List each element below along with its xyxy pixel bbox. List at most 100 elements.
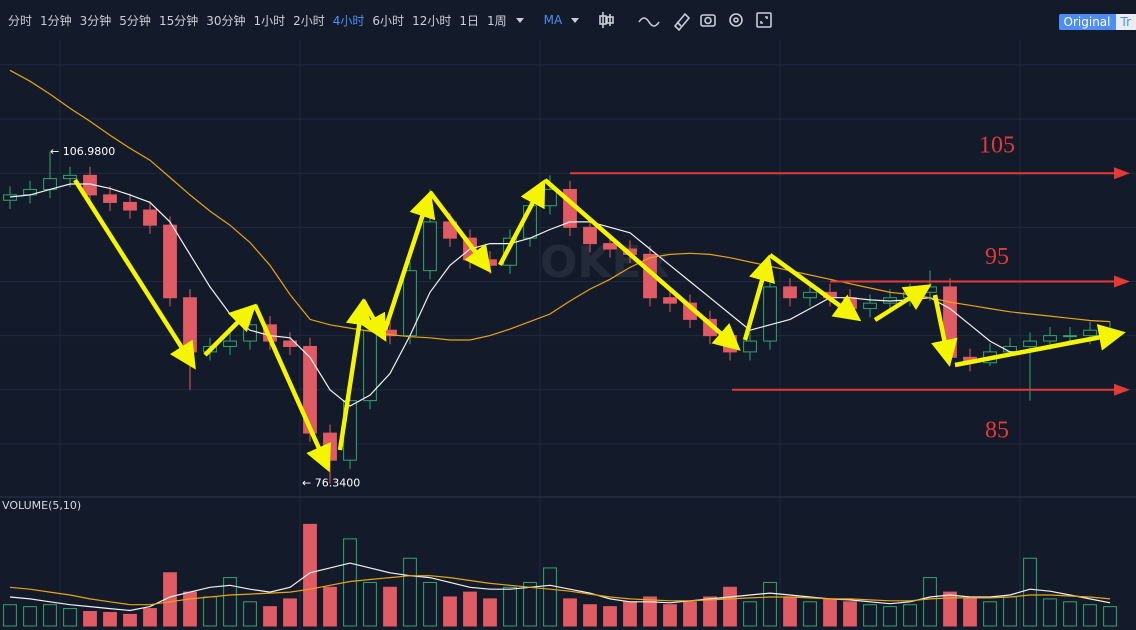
volume-bar xyxy=(503,586,517,627)
candle-body xyxy=(423,221,437,272)
candle-body xyxy=(103,194,117,203)
line-icon[interactable] xyxy=(638,17,660,27)
ruler-icon[interactable] xyxy=(674,12,691,32)
volume-bar xyxy=(223,577,237,627)
volume-bar xyxy=(783,596,797,627)
volume-bar xyxy=(3,604,17,627)
level-label: 105 xyxy=(979,133,1015,159)
volume-bar xyxy=(443,596,457,627)
candle-icon[interactable] xyxy=(599,12,614,28)
interval-tab[interactable]: 30分钟 xyxy=(206,13,246,28)
interval-tab[interactable]: 1分钟 xyxy=(40,13,72,28)
volume-bar xyxy=(143,608,157,627)
interval-tab[interactable]: 4小时 xyxy=(332,13,365,28)
chart: OKEx← 106.9800← 76.34001059585VOLUME(5,1… xyxy=(0,40,1136,630)
indicator-dropdown[interactable] xyxy=(571,17,580,23)
candle-body xyxy=(1043,335,1057,342)
volume-bar xyxy=(303,523,317,627)
volume-bar xyxy=(983,601,997,627)
candle-body xyxy=(63,174,77,180)
interval-tab[interactable]: 5分钟 xyxy=(119,13,151,28)
interval-tab[interactable]: 12小时 xyxy=(412,13,452,28)
interval-dropdown[interactable] xyxy=(515,17,524,23)
volume-bar xyxy=(1003,596,1017,627)
volume-bar xyxy=(843,601,857,627)
volume-bar xyxy=(923,577,937,627)
volume-bar xyxy=(243,601,257,627)
candle-body xyxy=(3,194,17,201)
volume-bar xyxy=(63,608,77,627)
interval-tab[interactable]: 1周 xyxy=(486,13,507,28)
candle-body xyxy=(1063,335,1077,338)
volume-bar xyxy=(1083,604,1097,627)
volume-bar xyxy=(583,604,597,627)
level-label: 95 xyxy=(985,244,1009,270)
min-price-label: ← 76.3400 xyxy=(302,477,360,490)
candle-body xyxy=(223,340,237,347)
volume-bar xyxy=(743,601,757,627)
candle-body xyxy=(1083,329,1097,337)
volume-bar xyxy=(643,596,657,627)
view-buttons: Original Tr xyxy=(1058,14,1136,30)
volume-bar xyxy=(903,604,917,627)
volume-bar xyxy=(463,591,477,627)
volume-bar xyxy=(623,601,637,627)
volume-bar xyxy=(403,557,417,627)
interval-tab[interactable]: 1小时 xyxy=(253,13,286,28)
candle-body xyxy=(843,297,857,310)
candle-body xyxy=(1023,340,1037,347)
volume-bar xyxy=(763,581,777,627)
settings-icon[interactable] xyxy=(729,13,743,27)
interval-tab[interactable]: 15分钟 xyxy=(158,13,199,28)
volume-bar xyxy=(563,598,577,627)
candle-body xyxy=(763,286,777,342)
tool-icons xyxy=(599,12,772,32)
volume-bar xyxy=(263,606,277,627)
candle-body xyxy=(123,201,137,211)
fullscreen-icon[interactable] xyxy=(756,12,772,28)
volume-bar xyxy=(483,598,497,627)
candle-body xyxy=(543,188,557,207)
volume-bar xyxy=(1063,601,1077,627)
volume-bar xyxy=(363,581,377,627)
candle-body xyxy=(1103,329,1117,332)
interval-tab[interactable]: 6小时 xyxy=(372,13,405,28)
volume-bar xyxy=(663,604,677,627)
volume-bar xyxy=(523,581,537,627)
volume-bar xyxy=(943,591,957,627)
tradingview-button[interactable]: Tr xyxy=(1115,14,1136,30)
interval-tab[interactable]: 分时 xyxy=(8,13,33,28)
volume-bar xyxy=(123,613,137,627)
interval-tab[interactable]: 2小时 xyxy=(293,13,325,28)
volume-label: VOLUME(5,10) xyxy=(2,499,81,512)
candle-body xyxy=(783,286,797,299)
volume-bar xyxy=(683,601,697,627)
annotation-arrows xyxy=(73,178,1126,473)
interval-tab[interactable]: 3分钟 xyxy=(79,13,112,28)
original-button[interactable]: Original xyxy=(1058,14,1116,30)
candle-body xyxy=(323,432,337,461)
indicator-button[interactable]: MA xyxy=(543,13,563,27)
volume-bar xyxy=(203,596,217,627)
volume-bar xyxy=(1043,598,1057,627)
candle-body xyxy=(583,226,597,245)
volume-bar xyxy=(1103,606,1117,627)
camera-icon[interactable] xyxy=(700,14,716,27)
candle-body xyxy=(143,209,157,226)
volume-moving-average xyxy=(9,575,1111,606)
level-label: 85 xyxy=(985,417,1009,443)
candle-body xyxy=(803,291,817,299)
volume-bar xyxy=(823,598,837,627)
volume-bar xyxy=(543,567,557,627)
candle-body xyxy=(663,297,677,304)
candle-body xyxy=(183,297,197,353)
interval-tab[interactable]: 1日 xyxy=(459,13,479,28)
volume-bar xyxy=(883,606,897,627)
toolbar: 分时 1分钟 3分钟 5分钟 15分钟 30分钟 1小时 2小时 4小时 6小时 12小时 1日 1周 … xyxy=(0,0,1136,40)
max-price-label: ← 106.9800 xyxy=(50,145,115,158)
volume-bar xyxy=(803,601,817,627)
volume-bar xyxy=(183,591,197,627)
volume-bar xyxy=(723,586,737,627)
volume-bar xyxy=(23,606,37,627)
